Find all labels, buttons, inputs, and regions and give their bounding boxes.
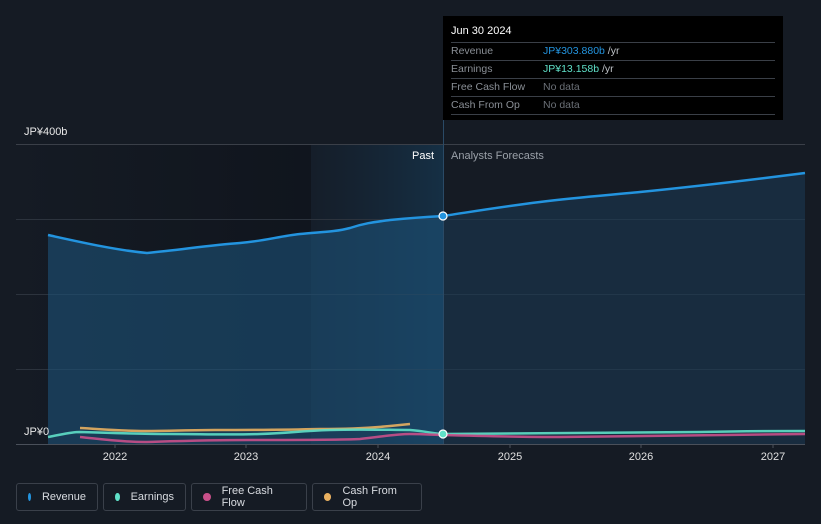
tooltip-label: Revenue bbox=[451, 45, 494, 57]
y-axis-top-label: JP¥400b bbox=[24, 126, 68, 138]
tooltip-unit: /yr bbox=[604, 45, 620, 57]
earnings-dot-icon bbox=[115, 493, 120, 501]
revenue-area-past bbox=[48, 216, 443, 444]
free-cash-flow-line bbox=[79, 432, 806, 444]
legend-item-revenue[interactable]: Revenue bbox=[16, 483, 98, 511]
tooltip-value: No data bbox=[543, 81, 580, 93]
x-tick-2024: 2024 bbox=[365, 451, 391, 463]
forecast-label: Analysts Forecasts bbox=[451, 150, 544, 162]
revenue-line bbox=[47, 171, 806, 255]
x-tick-2025: 2025 bbox=[497, 451, 523, 463]
tooltip-unit: /yr bbox=[599, 63, 614, 75]
legend-label: Revenue bbox=[41, 491, 86, 503]
revenue-marker[interactable] bbox=[438, 211, 448, 221]
legend-label: Cash From Op bbox=[342, 485, 397, 509]
past-label: Past bbox=[412, 150, 435, 162]
legend-item-free-cash-flow[interactable]: Free Cash Flow bbox=[191, 483, 307, 511]
legend-label: Earnings bbox=[130, 491, 174, 503]
legend-item-cash-from-op[interactable]: Cash From Op bbox=[312, 483, 422, 511]
tooltip-row-earnings: Earnings JP¥13.158b /yr bbox=[451, 61, 775, 79]
tooltip-value: JP¥303.880b bbox=[543, 45, 605, 57]
x-axis-ticks bbox=[114, 444, 774, 448]
y-axis-zero-label: JP¥0 bbox=[24, 426, 50, 438]
x-tick-2026: 2026 bbox=[628, 451, 654, 463]
x-tick-2022: 2022 bbox=[102, 451, 128, 463]
earnings-line bbox=[47, 428, 806, 439]
tooltip-value: JP¥13.158b bbox=[543, 63, 600, 75]
tooltip-row-free-cash-flow: Free Cash Flow No data bbox=[451, 79, 775, 97]
tooltip-row-revenue: Revenue JP¥303.880b /yr bbox=[451, 43, 775, 61]
free-cash-flow-dot-icon bbox=[203, 493, 211, 501]
legend-label: Free Cash Flow bbox=[221, 485, 273, 509]
revenue-dot-icon bbox=[28, 493, 31, 501]
legend-item-earnings[interactable]: Earnings bbox=[103, 483, 186, 511]
tooltip-value: No data bbox=[543, 99, 580, 111]
tooltip-label: Earnings bbox=[451, 63, 493, 75]
earnings-marker[interactable] bbox=[438, 429, 448, 439]
legend: Revenue Earnings Free Cash Flow Cash Fro… bbox=[16, 483, 422, 511]
revenue-area-forecast bbox=[443, 173, 805, 444]
x-tick-2023: 2023 bbox=[233, 451, 259, 463]
tooltip-label: Free Cash Flow bbox=[451, 81, 526, 93]
tooltip-date: Jun 30 2024 bbox=[451, 24, 775, 43]
cash-from-op-dot-icon bbox=[324, 493, 332, 501]
tooltip-label: Cash From Op bbox=[451, 99, 520, 111]
x-tick-2027: 2027 bbox=[760, 451, 786, 463]
tooltip-row-cash-from-op: Cash From Op No data bbox=[451, 97, 775, 115]
tooltip: Jun 30 2024 Revenue JP¥303.880b /yr Earn… bbox=[443, 16, 783, 120]
